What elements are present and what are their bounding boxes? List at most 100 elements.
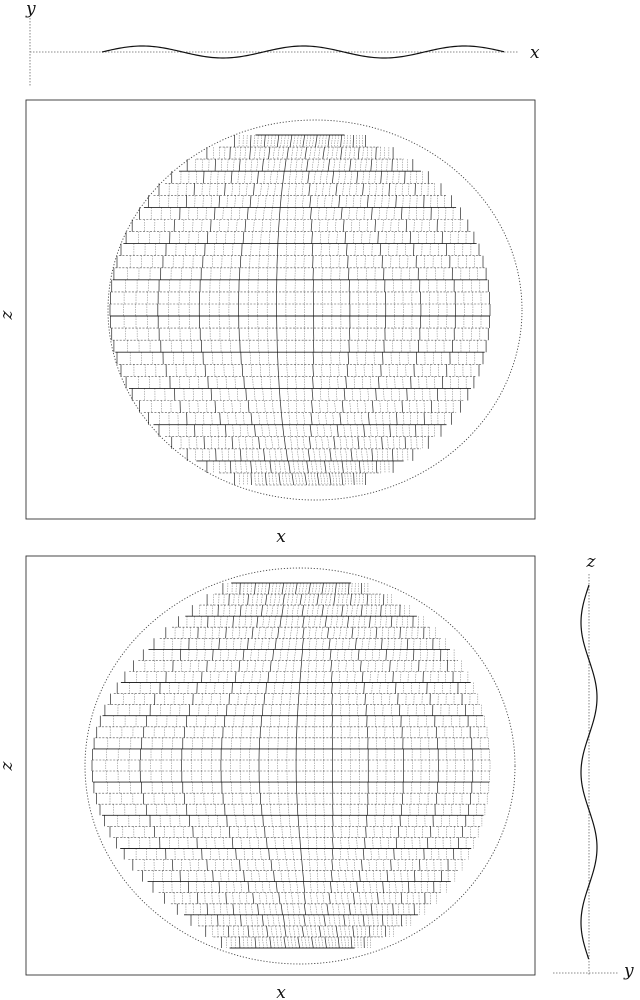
mesh-column-tick <box>317 207 320 220</box>
mesh-column-tick <box>269 594 272 606</box>
mesh-column-tick <box>235 412 237 425</box>
mesh-column-tick <box>242 231 245 244</box>
mesh-column-tick <box>271 582 274 595</box>
mesh-column-tick <box>340 207 343 220</box>
mesh-column-tick <box>271 472 274 486</box>
mesh-column-tick <box>253 183 255 196</box>
mesh-column-tick <box>300 147 303 160</box>
mesh-column-tick <box>275 424 278 437</box>
mesh-column-tick <box>371 207 373 220</box>
mesh-column-tick <box>370 848 372 860</box>
mesh-column-tick <box>276 936 279 949</box>
mesh-column-tick <box>295 400 298 413</box>
mesh-column-tick <box>330 134 333 148</box>
mesh-column-tick <box>387 627 390 639</box>
mesh-column-tick <box>284 848 286 860</box>
mesh-column-tick <box>196 870 198 882</box>
mesh-column-tick <box>239 147 241 160</box>
mesh-column-tick <box>277 436 280 449</box>
mesh-column-tick <box>396 616 398 628</box>
mesh-column-tick <box>291 582 295 595</box>
mesh-column-tick <box>354 903 357 915</box>
mesh-column-tick <box>381 195 383 208</box>
mesh-column-tick <box>323 704 325 716</box>
mesh-column-tick <box>299 671 302 683</box>
mesh-column-tick <box>338 914 341 926</box>
mesh-column-tick <box>400 638 402 650</box>
mesh-column-tick <box>245 448 248 461</box>
mesh-column-tick <box>211 638 213 650</box>
mesh-column-tick <box>374 171 376 184</box>
mesh-column-tick <box>358 870 361 882</box>
mesh-column-tick <box>283 134 286 148</box>
mesh-column-tick <box>288 582 291 595</box>
mesh-column-tick <box>339 848 342 860</box>
mesh-column-tick <box>331 936 334 949</box>
mesh-column-tick <box>328 183 331 196</box>
mesh-column-tick <box>289 159 292 172</box>
mesh-column-tick <box>352 231 355 244</box>
mesh-column-tick <box>268 352 270 365</box>
mesh-column-tick <box>296 436 299 449</box>
mesh-column-tick <box>316 424 319 437</box>
mesh-column-tick <box>276 255 278 268</box>
mesh-column-tick <box>370 605 373 617</box>
mesh-column-tick <box>286 903 289 915</box>
mesh-column-tick <box>263 903 265 915</box>
mesh-column-tick <box>283 936 286 949</box>
mesh-column-tick <box>256 914 259 926</box>
mesh-column-tick <box>269 660 272 672</box>
mesh-column-tick <box>338 582 340 595</box>
mesh-column-tick <box>349 400 351 413</box>
mesh-column-tick <box>254 660 256 672</box>
mesh-column-tick <box>258 255 260 268</box>
mesh-column-tick <box>268 147 271 160</box>
mesh-column-tick <box>350 936 353 949</box>
mesh-column-tick <box>375 859 378 871</box>
mesh-column-tick <box>256 171 259 184</box>
mesh-column-tick <box>261 219 263 232</box>
mesh-column-tick <box>271 207 273 220</box>
mesh-column-tick <box>390 219 392 232</box>
mesh-column-tick <box>288 460 291 473</box>
mesh-column-tick <box>234 671 237 683</box>
mesh-column-tick <box>271 704 273 716</box>
mesh-column-tick <box>318 582 321 595</box>
mesh-column-tick <box>197 400 199 413</box>
mesh-column-tick <box>306 159 309 172</box>
mesh-column-tick <box>371 400 374 413</box>
mesh-column-tick <box>263 134 266 148</box>
mesh-column-tick <box>331 605 334 617</box>
mesh-column-tick <box>296 448 299 461</box>
mesh-column-tick <box>352 870 354 882</box>
mesh-column-tick <box>382 183 384 196</box>
mesh-column-tick <box>368 925 371 937</box>
mesh-column-tick <box>282 682 284 694</box>
mesh-column-tick <box>368 638 370 650</box>
mesh-column-tick <box>283 436 286 449</box>
mesh-column-tick <box>226 815 228 827</box>
mesh-column-tick <box>356 693 358 705</box>
mesh-column-tick <box>302 436 305 449</box>
mesh-column-tick <box>240 460 242 473</box>
mesh-column-tick <box>344 147 347 160</box>
mesh-column-tick <box>296 881 299 893</box>
panel-1-x-label: x <box>276 527 286 547</box>
mesh-column-tick <box>363 682 365 694</box>
mesh-column-tick <box>349 881 352 893</box>
mesh-column-tick <box>275 472 278 486</box>
mesh-column-tick <box>232 892 234 904</box>
mesh-column-tick <box>330 671 333 683</box>
mesh-column-tick <box>315 436 318 449</box>
mesh-column-tick <box>223 682 225 694</box>
mesh-column-tick <box>337 594 340 606</box>
mesh-column-tick <box>376 448 379 461</box>
mesh-column-tick <box>227 412 229 425</box>
mesh-column-tick <box>295 159 298 172</box>
mesh-column-tick <box>413 649 415 661</box>
mesh-column-tick <box>214 159 216 172</box>
mesh-column-tick <box>302 627 305 639</box>
mesh-column-tick <box>331 848 334 860</box>
mesh-column-tick <box>346 460 348 473</box>
mesh-column-tick <box>282 837 285 849</box>
